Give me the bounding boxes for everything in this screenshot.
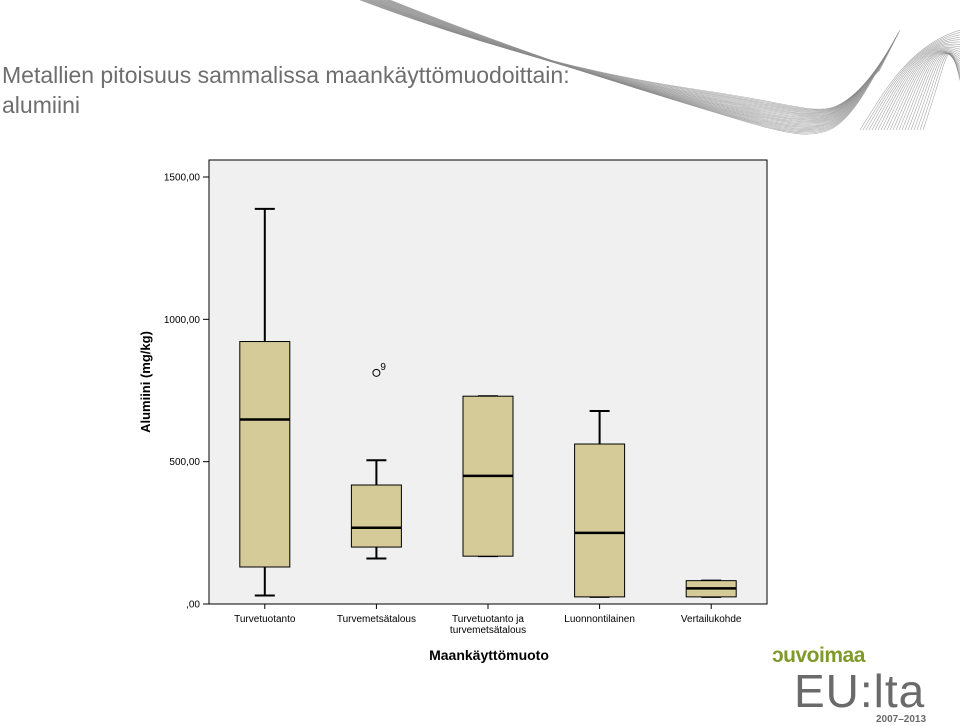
decorative-wave-line <box>389 0 901 135</box>
eu-logo: ɔuvoimaa EU:lta 2007–2013 <box>772 640 960 726</box>
x-tick-label: Turvetuotanto ja <box>452 614 524 625</box>
slide-title-line2: alumiini <box>2 92 80 118</box>
logo-text-years: 2007–2013 <box>876 714 927 725</box>
decorative-wave-line <box>388 0 900 134</box>
box-group <box>239 207 291 597</box>
y-tick-label: 500,00 <box>169 457 200 468</box>
decorative-wave-line <box>889 49 960 131</box>
decorative-wave-line <box>880 45 960 131</box>
x-tick-label: Turvetuotanto <box>234 614 296 625</box>
decorative-wave-line <box>376 0 892 123</box>
decorative-wave-line <box>922 53 960 131</box>
box-series: 9 <box>239 207 737 598</box>
x-tick-label: Vertailukohde <box>681 614 742 625</box>
decorative-wave-line <box>375 0 891 122</box>
decorative-wave-line <box>877 43 960 131</box>
decorative-wave-line <box>868 36 960 131</box>
decorative-wave-graphic <box>359 0 960 135</box>
decorative-wave-line <box>871 39 960 131</box>
outlier-point <box>372 368 381 377</box>
decorative-wave-line <box>373 0 890 120</box>
decorative-wave-line <box>374 0 890 121</box>
logo-text-top: ɔuvoimaa <box>772 644 865 667</box>
outlier-label: 9 <box>380 362 386 373</box>
decorative-wave-line <box>874 41 960 131</box>
decorative-wave-line <box>370 0 888 118</box>
y-axis-title: Alumiini (mg/kg) <box>138 331 153 433</box>
logo-text-main: EU:lta <box>794 665 926 717</box>
decorative-wave-line <box>367 0 886 115</box>
decorative-wave-line <box>886 48 960 131</box>
box-group <box>574 409 626 598</box>
x-tick-label: Luonnontilainen <box>564 614 635 625</box>
box-group <box>462 395 514 558</box>
decorative-wave-line <box>371 0 889 119</box>
y-axis: ,00 500,00 1000,00 1500,00 <box>164 173 209 611</box>
box <box>239 341 291 568</box>
decorative-wave-line <box>892 50 960 131</box>
decorative-wave-line <box>369 0 887 117</box>
x-axis: Turvetuotanto Turvemetsätalous Turvetuotan… <box>234 604 742 636</box>
x-axis-title: Maankäyttömuoto <box>429 647 549 663</box>
y-tick-label: 1500,00 <box>164 173 201 184</box>
x-tick-label: turvemetsätalous <box>450 625 526 636</box>
decorative-wave-line <box>883 47 960 131</box>
slide-title: Metallien pitoisuus sammalissa maankäytt… <box>2 60 722 120</box>
box-group <box>350 459 402 560</box>
decorative-wave-line <box>862 32 960 131</box>
decorative-wave-line <box>865 34 960 131</box>
decorative-wave-line <box>387 0 899 133</box>
y-tick-label: ,00 <box>186 600 200 611</box>
decorative-wave-line <box>365 0 885 114</box>
decorative-wave-line <box>859 29 960 131</box>
slide-title-line1: Metallien pitoisuus sammalissa maankäytt… <box>2 62 570 88</box>
decorative-wave-line <box>895 51 960 131</box>
x-tick-label: Turvemetsätalous <box>337 614 416 625</box>
decorative-wave-line <box>368 0 886 116</box>
box <box>574 443 626 598</box>
decorative-wave-line <box>377 0 893 124</box>
y-tick-label: 1000,00 <box>164 315 201 326</box>
box-group <box>685 579 737 598</box>
box <box>350 484 402 548</box>
